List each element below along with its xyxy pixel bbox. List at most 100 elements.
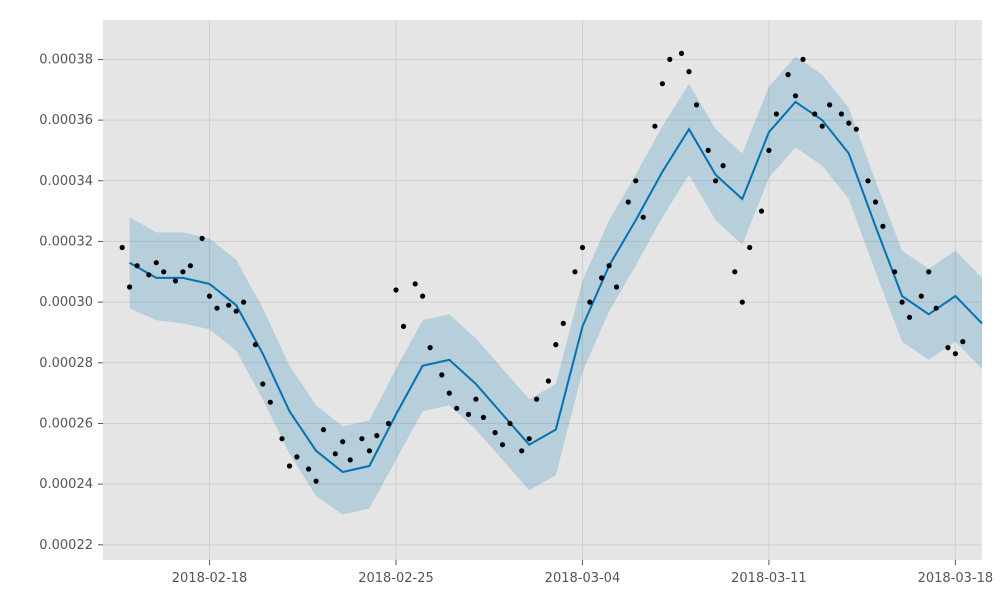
observation-point <box>713 178 719 184</box>
observation-point <box>306 466 312 472</box>
x-tick-label: 2018-03-18 <box>918 571 994 586</box>
observation-point <box>294 454 300 460</box>
observation-point <box>252 342 258 348</box>
observation-point <box>226 302 232 308</box>
observation-point <box>320 427 327 433</box>
observation-point <box>526 436 532 442</box>
observation-point <box>180 269 186 275</box>
observation-point <box>199 235 205 241</box>
x-tick-label: 2018-02-18 <box>172 571 248 586</box>
plot-background <box>103 20 982 560</box>
observation-point <box>812 111 818 117</box>
observation-point <box>400 323 407 329</box>
observation-point <box>640 214 646 220</box>
observation-point <box>625 199 631 205</box>
y-tick-label: 0.00022 <box>39 538 93 553</box>
y-tick-label: 0.00034 <box>39 174 93 189</box>
observation-point <box>233 308 239 314</box>
observation-point <box>800 56 806 63</box>
observation-point <box>872 199 879 205</box>
observation-point <box>119 244 125 251</box>
forecast-line-layer <box>129 100 983 474</box>
observation-point <box>613 284 620 290</box>
y-tick-label: 0.00036 <box>39 113 93 128</box>
observation-point <box>606 263 612 269</box>
observation-point <box>960 339 966 345</box>
observation-point <box>480 414 486 420</box>
observation-point <box>865 178 871 184</box>
observation-point <box>599 275 605 281</box>
y-tick-label: 0.00038 <box>39 52 93 67</box>
x-tick-label: 2018-03-04 <box>545 571 621 586</box>
observation-point <box>659 81 666 87</box>
observation-point <box>667 56 673 63</box>
observation-point <box>161 269 167 275</box>
observation-point <box>553 342 559 348</box>
observation-point <box>732 269 738 275</box>
observation-point <box>446 390 452 396</box>
observation-point <box>439 372 445 378</box>
observation-point <box>773 111 780 117</box>
observation-point <box>853 126 859 132</box>
observation-point <box>747 244 753 251</box>
observation-point <box>332 451 338 457</box>
observation-point <box>454 405 460 411</box>
y-tick-label: 0.00024 <box>39 477 93 492</box>
observation-point <box>241 299 247 305</box>
observation-point <box>686 69 692 75</box>
observation-point <box>652 123 658 129</box>
observation-point <box>534 396 540 402</box>
observation-point <box>827 102 833 108</box>
observation-point <box>926 269 932 275</box>
observation-point <box>134 263 140 269</box>
observation-point <box>507 420 513 427</box>
observations-layer <box>119 50 966 484</box>
y-tick-label: 0.00026 <box>39 416 93 431</box>
observation-point <box>313 478 319 484</box>
observation-point <box>427 345 433 351</box>
x-tick-label: 2018-03-11 <box>731 571 807 586</box>
observation-point <box>720 163 726 169</box>
observation-point <box>952 351 959 357</box>
x-tick-label: 2018-02-25 <box>358 571 434 586</box>
observation-point <box>838 111 845 117</box>
observation-point <box>214 305 220 311</box>
uncertainty-band <box>129 56 983 515</box>
observation-point <box>492 430 498 436</box>
observation-point <box>385 420 392 427</box>
observation-point <box>880 223 886 229</box>
observation-point <box>678 50 685 57</box>
observation-point <box>572 269 578 275</box>
observation-point <box>633 178 639 184</box>
observation-point <box>499 442 506 448</box>
observation-point <box>206 293 213 299</box>
observation-point <box>560 320 566 326</box>
observation-point <box>279 436 285 442</box>
observation-point <box>705 147 711 153</box>
forecast-line <box>129 100 983 474</box>
y-axis-ticks: 0.00022 0.00024 0.00026 0.00028 0.00030 0.000… <box>39 52 103 553</box>
observation-point <box>579 244 586 251</box>
y-tick-label: 0.00028 <box>39 356 93 371</box>
x-axis-ticks: 2018-02-18 2018-02-25 2018-03-04 2018-03-11… <box>172 560 993 586</box>
observation-point <box>286 463 293 469</box>
observation-point <box>892 269 898 275</box>
observation-point <box>739 299 745 305</box>
uncertainty-band-layer <box>129 56 983 515</box>
observation-point <box>340 439 346 445</box>
observation-point <box>153 260 159 266</box>
observation-point <box>465 411 472 417</box>
observation-point <box>260 381 266 387</box>
observation-point <box>918 293 924 299</box>
observation-point <box>899 299 905 305</box>
observation-point <box>846 120 852 126</box>
observation-point <box>127 284 133 290</box>
observation-point <box>933 305 939 311</box>
observation-point <box>792 93 799 99</box>
y-tick-label: 0.00032 <box>39 234 93 249</box>
observation-point <box>906 314 913 320</box>
observation-point <box>693 102 700 108</box>
observation-point <box>172 278 179 284</box>
observation-point <box>393 287 399 293</box>
